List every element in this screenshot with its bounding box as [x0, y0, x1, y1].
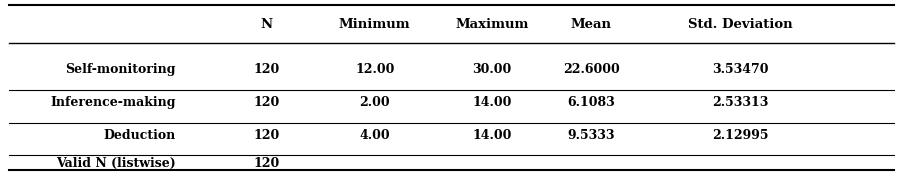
- Text: 9.5333: 9.5333: [567, 128, 614, 142]
- Text: N: N: [260, 18, 272, 31]
- Text: 22.6000: 22.6000: [563, 63, 619, 76]
- Text: 2.00: 2.00: [359, 96, 390, 109]
- Text: 14.00: 14.00: [472, 128, 511, 142]
- Text: Self-monitoring: Self-monitoring: [66, 63, 176, 76]
- Text: Maximum: Maximum: [455, 18, 529, 31]
- Text: 3.53470: 3.53470: [712, 63, 768, 76]
- Text: Valid N (listwise): Valid N (listwise): [56, 157, 176, 170]
- Text: 14.00: 14.00: [472, 96, 511, 109]
- Text: 12.00: 12.00: [354, 63, 394, 76]
- Text: 2.12995: 2.12995: [712, 128, 768, 142]
- Text: Deduction: Deduction: [104, 128, 176, 142]
- Text: 4.00: 4.00: [359, 128, 390, 142]
- Text: 120: 120: [253, 96, 280, 109]
- Text: 120: 120: [253, 63, 280, 76]
- Text: Minimum: Minimum: [338, 18, 410, 31]
- Text: 30.00: 30.00: [472, 63, 511, 76]
- Text: Mean: Mean: [570, 18, 612, 31]
- Text: Std. Deviation: Std. Deviation: [687, 18, 792, 31]
- Text: 120: 120: [253, 157, 280, 170]
- Text: 120: 120: [253, 128, 280, 142]
- Text: 2.53313: 2.53313: [712, 96, 768, 109]
- Text: Inference-making: Inference-making: [51, 96, 176, 109]
- Text: 6.1083: 6.1083: [567, 96, 614, 109]
